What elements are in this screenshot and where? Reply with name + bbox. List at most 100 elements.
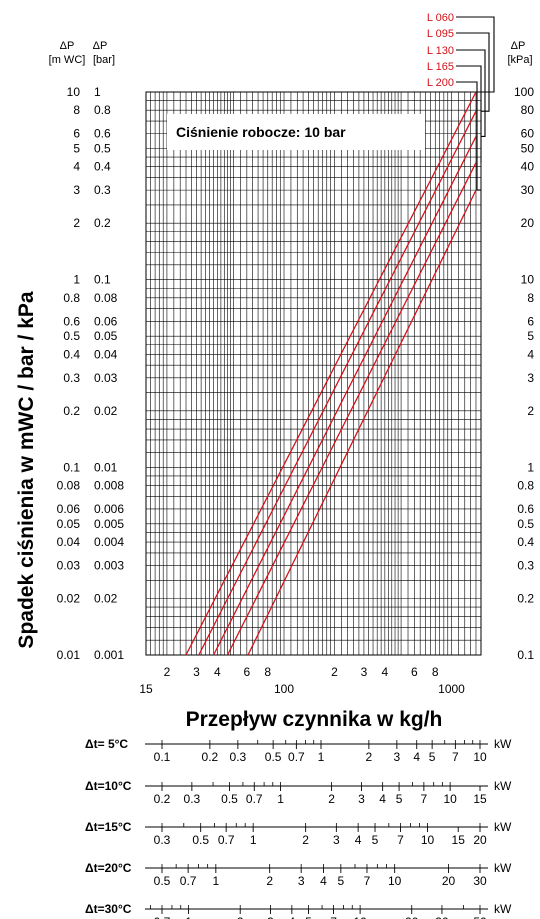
y-tick-label-bar: 0.4 — [94, 160, 111, 174]
y-tick-label-bar: 0.006 — [94, 502, 124, 516]
series-name-label: L 165 — [427, 61, 454, 73]
x-tick-label: 8 — [264, 665, 271, 679]
power-tick-label: 20 — [405, 915, 419, 919]
power-tick-label: 10 — [388, 874, 402, 888]
y-tick-label-mwc: 1 — [73, 273, 80, 287]
y-tick-label-mwc: 0.6 — [63, 314, 80, 328]
power-tick-label: 4 — [413, 750, 420, 764]
power-tick-label: 1 — [277, 792, 284, 806]
power-tick-label: 0.5 — [265, 750, 282, 764]
series-layer — [185, 91, 477, 656]
left-unit-mwc: [m WC] — [49, 54, 86, 66]
power-tick-label: 1 — [185, 915, 192, 919]
power-tick-label: 4 — [289, 915, 296, 919]
y-tick-label-kpa: 80 — [521, 103, 535, 117]
y-tick-label-bar: 0.01 — [94, 460, 118, 474]
y-tick-label-kpa: 0.6 — [517, 502, 534, 516]
y-tick-label-bar: 0.005 — [94, 517, 124, 531]
power-tick-label: 10 — [473, 750, 487, 764]
series-names: L 060 L 095 L 130 L 165 L 200 — [427, 12, 454, 89]
y-tick-label-kpa: 3 — [527, 371, 534, 385]
x-tick-label: 2 — [331, 665, 338, 679]
x-tick-label: 6 — [244, 665, 251, 679]
y-tick-label-bar: 0.004 — [94, 535, 124, 549]
y-tick-label-mwc: 0.02 — [57, 592, 81, 606]
power-tick-label: 4 — [355, 833, 362, 847]
annotation-box: Ciśnienie robocze: 10 bar — [167, 114, 425, 150]
power-tick-label: 2 — [302, 833, 309, 847]
power-tick-label: 5 — [429, 750, 436, 764]
x-axis-title: Przepływ czynnika w kg/h — [186, 708, 443, 731]
y-tick-label-mwc: 0.8 — [63, 291, 80, 305]
y-tick-label-bar: 0.08 — [94, 291, 118, 305]
series-leader-line — [456, 16, 495, 93]
y-tick-label-kpa: 10 — [521, 273, 535, 287]
power-tick-label: 50 — [473, 915, 487, 919]
power-tick-label: 5 — [305, 915, 312, 919]
series-name-label: L 130 — [427, 45, 454, 57]
power-tick-label: 1 — [318, 750, 325, 764]
y-tick-label-bar: 1 — [94, 85, 101, 99]
right-dp-symbol: ΔP — [511, 40, 526, 52]
series-name-label: L 095 — [427, 28, 454, 40]
power-tick-label: 3 — [394, 750, 401, 764]
y-tick-label-kpa: 5 — [527, 329, 534, 343]
y-tick-label-kpa: 0.5 — [517, 517, 534, 531]
power-tick-label: 7 — [397, 833, 404, 847]
power-scales: Δt= 5°C0.1 0.2 0.3 0.5 0.7 1 2 3 4 5 7 10kWΔt=10°C0… — [85, 737, 512, 919]
y-tick-label-mwc: 8 — [73, 103, 80, 117]
power-tick-label: 15 — [452, 833, 466, 847]
power-tick-label: 0.5 — [221, 792, 238, 806]
power-tick-label: 2 — [328, 792, 335, 806]
y-tick-label-bar: 0.8 — [94, 103, 111, 117]
y-tick-label-mwc: 0.08 — [57, 479, 81, 493]
x-tick-label: 6 — [411, 665, 418, 679]
power-row-label: Δt=30°C — [85, 902, 132, 916]
y-tick-label-kpa: 20 — [521, 216, 535, 230]
plot-frame — [145, 91, 482, 656]
y-tick-label-bar: 0.6 — [94, 127, 111, 141]
power-tick-label: 2 — [366, 750, 373, 764]
power-tick-label: 4 — [320, 874, 327, 888]
y-tick-label-mwc: 10 — [67, 85, 81, 99]
x-tick-label: 100 — [274, 682, 294, 696]
series-leader-line — [456, 65, 482, 163]
power-tick-label: 5 — [372, 833, 379, 847]
y-tick-label-mwc: 6 — [73, 127, 80, 141]
series-leader-line — [456, 49, 486, 137]
grid-layer — [145, 91, 482, 656]
power-tick-label: 20 — [473, 833, 487, 847]
y-tick-label-bar: 0.003 — [94, 558, 124, 572]
power-tick-label: 10 — [421, 833, 435, 847]
y-tick-label-mwc: 0.3 — [63, 371, 80, 385]
left-unit-bar: [bar] — [93, 54, 115, 66]
y-tick-label-mwc: 0.4 — [63, 347, 80, 361]
power-tick-label: 5 — [337, 874, 344, 888]
left-dp-symbol-bar: ΔP — [93, 40, 108, 52]
power-tick-label: 0.3 — [184, 792, 201, 806]
y-tick-label-kpa: 0.8 — [517, 479, 534, 493]
y-tick-label-bar: 0.05 — [94, 329, 118, 343]
leader-layer — [456, 16, 495, 191]
y-tick-label-kpa: 0.3 — [517, 558, 534, 572]
power-tick-label: 7 — [364, 874, 371, 888]
x-tick-label: 1000 — [438, 682, 465, 696]
x-tick-label: 4 — [382, 665, 389, 679]
power-tick-label: 7 — [421, 792, 428, 806]
y-tick-label-bar: 0.02 — [94, 404, 118, 418]
y-tick-label-mwc: 0.01 — [57, 648, 81, 662]
series-line — [226, 162, 477, 656]
y-tick-label-mwc: 0.5 — [63, 329, 80, 343]
y-tick-label-bar: 0.001 — [94, 648, 124, 662]
power-tick-label: 0.7 — [180, 874, 197, 888]
power-tick-label: 7 — [330, 915, 337, 919]
y-tick-label-kpa: 0.2 — [517, 592, 534, 606]
power-tick-label: 2 — [237, 915, 244, 919]
series-leader-line — [456, 81, 481, 191]
y-tick-label-kpa: 6 — [527, 314, 534, 328]
power-tick-label: 0.7 — [218, 833, 235, 847]
y-tick-label-bar: 0.2 — [94, 216, 111, 230]
series-line — [185, 91, 477, 656]
power-unit-label: kW — [494, 902, 512, 916]
